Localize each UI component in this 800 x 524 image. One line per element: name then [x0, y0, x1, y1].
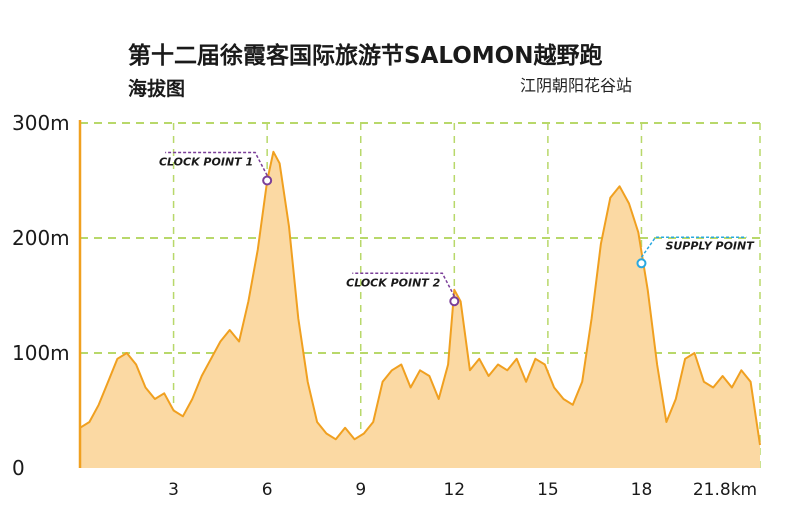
y-tick-label: 300m: [12, 111, 70, 135]
location-label: 江阴朝阳花谷站: [520, 76, 633, 95]
y-tick-label: 0: [12, 456, 25, 480]
annotation-marker: [636, 258, 647, 269]
elevation-area: [80, 151, 760, 469]
chart-subtitle: 海拔图: [128, 78, 186, 100]
annotation-label: CLOCK POINT 1: [159, 156, 253, 169]
annotation-label: SUPPLY POINT: [665, 239, 755, 252]
y-tick-label: 200m: [12, 226, 70, 250]
annotation-leader: [640, 236, 747, 258]
annotation-leader: [165, 151, 268, 176]
annotation-leader: [352, 272, 455, 297]
x-tick-label: 18: [631, 480, 653, 500]
x-tick-label: 3: [168, 480, 179, 500]
supply-point-annotation: SUPPLY POINT: [636, 236, 755, 269]
x-tick-label: 15: [537, 480, 559, 500]
x-tick-label: 9: [355, 480, 366, 500]
x-tick-label: 6: [262, 480, 273, 500]
x-tick-label: 21.8km: [693, 480, 757, 500]
elevation-line: [79, 150, 761, 446]
y-tick-label: 100m: [12, 341, 70, 365]
clock-point-annotation: CLOCK POINT 1: [159, 151, 273, 186]
annotation-label: CLOCK POINT 2: [346, 276, 441, 289]
chart-title: 第十二届徐霞客国际旅游节SALOMON越野跑: [128, 43, 603, 69]
annotation-marker: [449, 296, 460, 307]
annotation-marker: [262, 175, 273, 186]
clock-point-annotation: CLOCK POINT 2: [346, 272, 460, 307]
x-tick-label: 12: [443, 480, 465, 500]
